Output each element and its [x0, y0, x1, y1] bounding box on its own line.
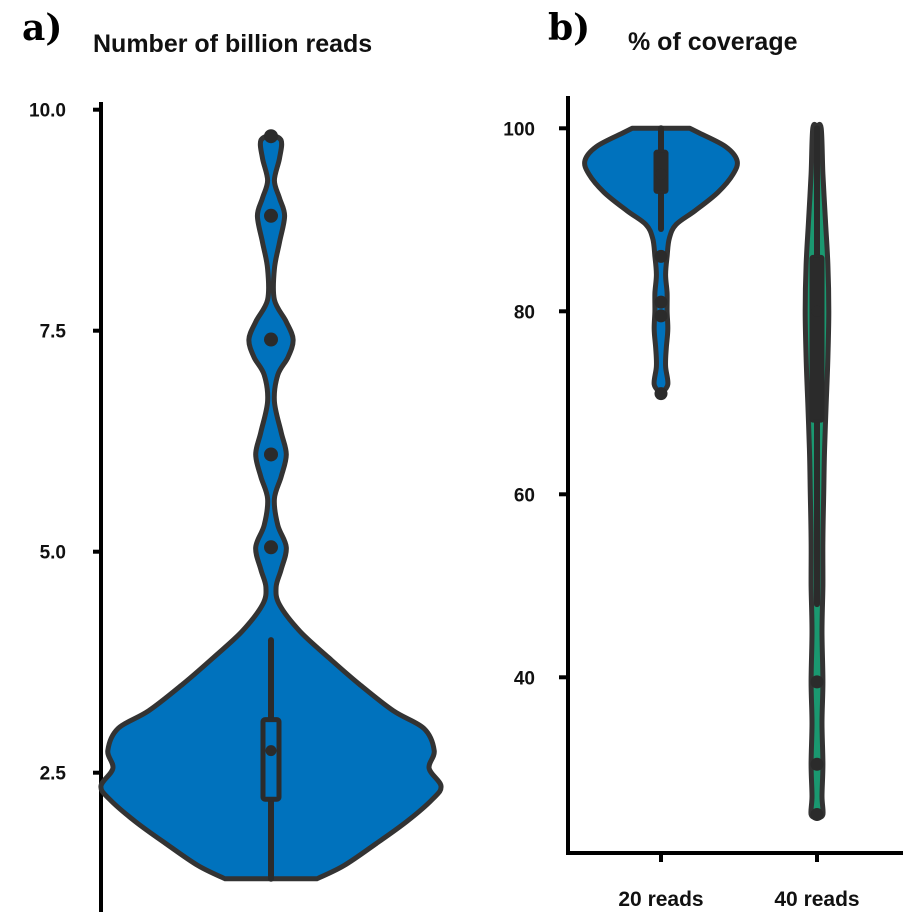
panel-b-y-tick-label: 100: [503, 119, 535, 140]
panel-b-y-tick-label: 40: [514, 668, 535, 689]
panel-b-outlier-point: [810, 808, 824, 822]
panel-a: a) Number of billion reads 2.5 5.0 7.5 10.0: [22, 7, 444, 912]
panel-a-outlier-point: [264, 540, 278, 555]
panel-b: b) % of coverage 40 60 80 100 20 reads 40 rea…: [503, 7, 903, 911]
panel-b-y-tick-label: 80: [514, 302, 535, 323]
panel-a-title: Number of billion reads: [93, 30, 372, 58]
panel-a-outlier-point: [264, 129, 278, 144]
panel-a-marks: 2.5 5.0 7.5 10.0: [29, 101, 444, 912]
panel-a-outlier-point: [264, 447, 278, 462]
panel-b-iqr-box: [809, 254, 825, 423]
panel-a-y-tick-label: 5.0: [40, 543, 66, 564]
panel-b-median-point: [655, 168, 667, 180]
panel-b-outlier-point: [810, 757, 824, 771]
panel-b-y-tick-label: 60: [514, 485, 535, 506]
panel-b-median-point: [811, 305, 823, 317]
panel-b-outlier-point: [810, 675, 824, 689]
panel-a-y-tick-label: 10.0: [29, 101, 66, 122]
panel-b-outlier-point: [654, 249, 668, 263]
panel-a-y-tick-label: 2.5: [40, 764, 67, 785]
panel-b-outlier-point: [654, 295, 668, 309]
panel-b-marks: 40 60 80 100 20 reads 40 reads: [503, 96, 903, 911]
panel-b-outlier-point: [654, 387, 668, 401]
panel-b-x-tick-label: 20 reads: [618, 888, 703, 911]
panel-b-label: b): [548, 7, 590, 49]
panel-a-iqr-box: [260, 717, 282, 802]
panel-a-label: a): [22, 7, 62, 49]
panel-b-x-tick-label: 40 reads: [774, 888, 859, 911]
panel-a-y-tick-label: 7.5: [40, 322, 67, 343]
panel-b-title: % of coverage: [628, 28, 798, 56]
panel-a-outlier-point: [264, 208, 278, 223]
panel-a-median-point: [265, 745, 277, 757]
panel-a-outlier-point: [264, 332, 278, 347]
panel-b-outlier-point: [654, 309, 668, 323]
